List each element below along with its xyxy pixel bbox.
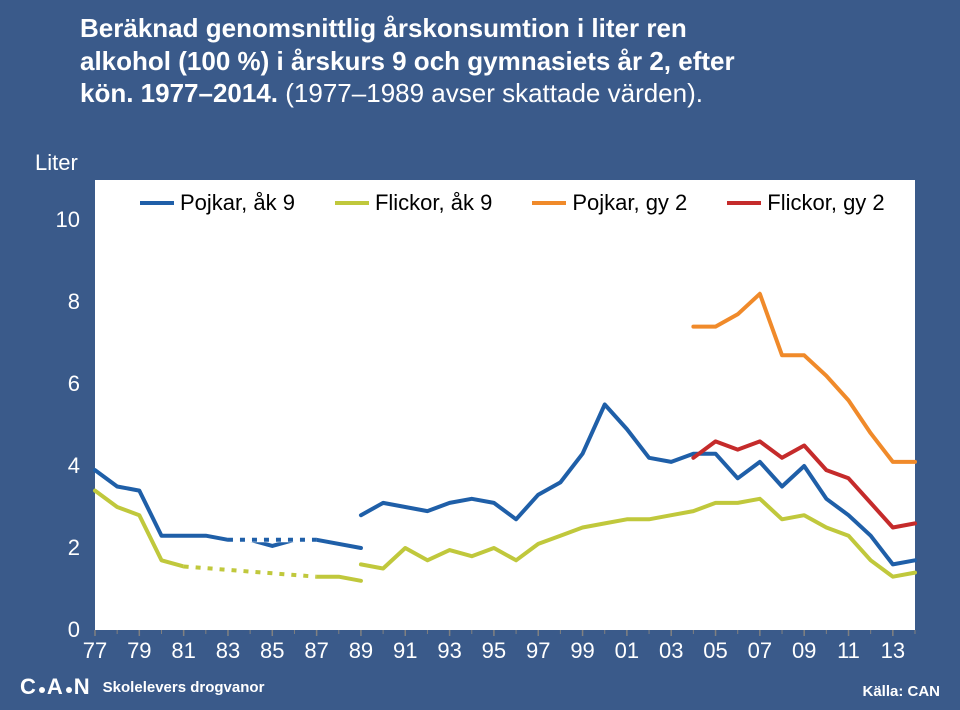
footer-subtitle: Skolelevers drogvanor	[103, 679, 265, 696]
legend-swatch	[727, 201, 761, 205]
legend-label: Flickor, gy 2	[767, 190, 884, 216]
x-tick-label: 13	[881, 638, 905, 664]
legend-item: Flickor, gy 2	[727, 190, 884, 216]
title-note: (1977–1989 avser skattade värden).	[278, 78, 703, 108]
x-tick-label: 91	[393, 638, 417, 664]
x-tick-label: 79	[127, 638, 151, 664]
legend-swatch	[335, 201, 369, 205]
x-tick-label: 87	[304, 638, 328, 664]
x-tick-label: 95	[482, 638, 506, 664]
title-line3: kön. 1977–2014.	[80, 78, 278, 108]
chart-area: Pojkar, åk 9 Flickor, åk 9 Pojkar, gy 2 Fli…	[95, 180, 915, 630]
x-tick-label: 77	[83, 638, 107, 664]
x-tick-label: 83	[216, 638, 240, 664]
x-tick-label: 01	[615, 638, 639, 664]
legend-label: Pojkar, åk 9	[180, 190, 295, 216]
legend: Pojkar, åk 9 Flickor, åk 9 Pojkar, gy 2 Fli…	[140, 190, 905, 216]
x-tick-label: 97	[526, 638, 550, 664]
x-tick-label: 11	[837, 638, 860, 664]
logo: CAN	[20, 674, 91, 700]
legend-label: Pojkar, gy 2	[572, 190, 687, 216]
y-tick-label: 4	[40, 453, 80, 479]
title-line2: alkohol (100 %) i årskurs 9 och gymnasie…	[80, 46, 735, 76]
legend-swatch	[532, 201, 566, 205]
chart-title: Beräknad genomsnittlig årskonsumtion i l…	[80, 12, 920, 110]
legend-item: Pojkar, gy 2	[532, 190, 687, 216]
footer-left: CAN Skolelevers drogvanor	[20, 674, 264, 700]
x-tick-label: 07	[748, 638, 772, 664]
x-tick-label: 05	[703, 638, 727, 664]
x-tick-label: 99	[570, 638, 594, 664]
legend-item: Pojkar, åk 9	[140, 190, 295, 216]
y-tick-label: 2	[40, 535, 80, 561]
legend-label: Flickor, åk 9	[375, 190, 492, 216]
x-tick-label: 09	[792, 638, 816, 664]
y-tick-label: 8	[40, 289, 80, 315]
x-tick-label: 81	[171, 638, 195, 664]
slide-root: Beräknad genomsnittlig årskonsumtion i l…	[0, 0, 960, 710]
x-tick-label: 89	[349, 638, 373, 664]
legend-item: Flickor, åk 9	[335, 190, 492, 216]
y-tick-label: 0	[40, 617, 80, 643]
y-tick-label: 6	[40, 371, 80, 397]
x-tick-label: 93	[437, 638, 461, 664]
y-tick-label: 10	[40, 207, 80, 233]
title-line1: Beräknad genomsnittlig årskonsumtion i l…	[80, 13, 687, 43]
line-chart-svg	[95, 220, 915, 630]
legend-swatch	[140, 201, 174, 205]
x-tick-label: 03	[659, 638, 683, 664]
plot-area	[95, 220, 915, 630]
y-axis-title: Liter	[35, 150, 78, 176]
x-tick-label: 85	[260, 638, 284, 664]
footer-source: Källa: CAN	[862, 683, 940, 700]
